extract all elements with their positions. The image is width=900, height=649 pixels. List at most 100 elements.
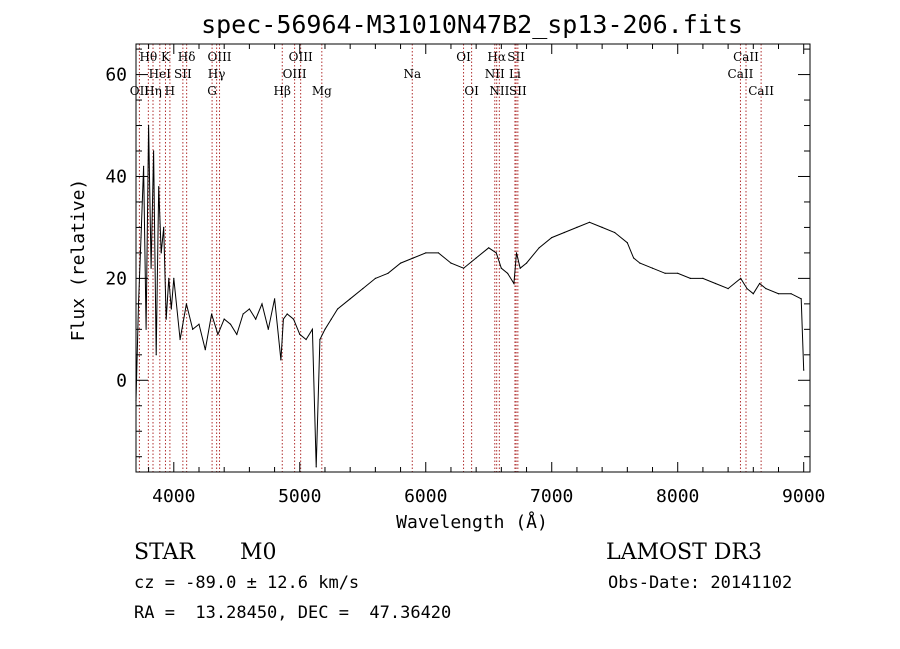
- data-point: [387, 272, 389, 274]
- observation-date: Obs-Date: 20141102: [608, 573, 793, 593]
- data-point: [425, 252, 427, 254]
- data-point: [229, 323, 232, 325]
- data-point: [170, 308, 172, 310]
- data-point: [292, 318, 295, 320]
- redshift-velocity: cz = -89.0 ± 12.6 km/s: [134, 573, 360, 593]
- line-marker-label: H: [165, 84, 175, 98]
- data-point: [475, 257, 477, 259]
- line-marker-label: G: [207, 84, 217, 98]
- line-marker-label: K: [161, 50, 171, 64]
- survey-name: LAMOST DR3: [606, 540, 762, 565]
- line-marker-label: Mg: [312, 84, 332, 98]
- data-point: [223, 318, 225, 320]
- data-point: [714, 282, 717, 285]
- data-point: [236, 333, 238, 335]
- line-marker-label: Na: [403, 67, 421, 81]
- data-point: [248, 308, 250, 310]
- data-point: [158, 186, 160, 188]
- data-point: [155, 354, 157, 356]
- series-line-spectrum: [135, 125, 805, 467]
- line-marker-label: NII: [489, 84, 509, 98]
- data-point: [311, 328, 313, 330]
- data-point: [179, 338, 181, 341]
- data-point: [664, 272, 666, 274]
- data-point: [163, 226, 165, 228]
- data-point: [601, 226, 603, 228]
- data-point: [349, 298, 351, 300]
- y-axis-label: Flux (relative): [68, 179, 89, 342]
- data-point: [280, 359, 282, 361]
- data-point: [588, 221, 591, 223]
- data-point: [513, 282, 515, 285]
- line-marker-label: CaII: [748, 84, 774, 98]
- data-point: [211, 313, 213, 315]
- line-marker-label: SII: [507, 50, 525, 64]
- line-marker-label: Hη: [144, 84, 162, 98]
- x-tick-label: 5000: [278, 486, 321, 507]
- data-point: [626, 242, 628, 244]
- line-markers: Hθ OII HeI K Hη H SII Hδ OIII Hγ G OIII OIII Hβ Mg Na OI…: [130, 44, 774, 472]
- data-point: [143, 165, 145, 167]
- line-marker-label: Hβ: [274, 84, 291, 98]
- data-point: [160, 252, 162, 254]
- data-point: [437, 252, 439, 254]
- line-marker-label: OIII: [283, 67, 307, 81]
- line-marker-label: SII: [174, 67, 192, 81]
- data-point: [740, 277, 742, 279]
- data-point: [362, 288, 364, 290]
- data-point: [330, 318, 332, 320]
- data-point: [800, 298, 802, 300]
- data-point: [165, 318, 167, 320]
- data-point: [299, 333, 301, 335]
- y-tick-label: 40: [105, 166, 127, 187]
- data-point: [282, 318, 284, 320]
- data-point: [576, 226, 578, 228]
- object-subclass: M0: [240, 540, 277, 565]
- data-point: [400, 262, 402, 264]
- y-tick-label: 0: [116, 370, 127, 391]
- data-point: [525, 262, 528, 264]
- data-point: [759, 282, 761, 285]
- data-point: [450, 262, 452, 264]
- line-marker-label: Li: [509, 67, 521, 81]
- data-point: [374, 277, 376, 279]
- data-point: [500, 267, 502, 269]
- data-point: [651, 267, 654, 269]
- data-point: [702, 277, 704, 279]
- data-point: [185, 303, 187, 305]
- data-point: [217, 333, 219, 335]
- data-point: [495, 252, 497, 254]
- data-point: [765, 288, 767, 290]
- data-point: [324, 328, 326, 330]
- data-point: [153, 150, 155, 152]
- line-marker-label: CaII: [728, 67, 754, 81]
- data-point: [727, 288, 729, 290]
- data-point: [204, 349, 206, 351]
- plot-frame: [135, 43, 811, 473]
- line-marker-label: HeI: [149, 67, 172, 81]
- data-point: [633, 257, 635, 259]
- line-marker-label: OIII: [289, 50, 313, 64]
- line-marker-label: OI: [456, 50, 471, 64]
- line-marker-label: Hδ: [178, 50, 196, 64]
- data-point: [538, 247, 540, 249]
- line-marker-label: SII: [509, 84, 527, 98]
- x-tick-label: 7000: [530, 486, 573, 507]
- data-point: [315, 466, 317, 468]
- data-point: [168, 277, 170, 279]
- data-point: [261, 303, 263, 305]
- coordinates: RA = 13.28450, DEC = 47.36420: [134, 603, 452, 623]
- data-point: [689, 277, 691, 279]
- data-point: [777, 293, 780, 295]
- x-tick-label: 4000: [152, 486, 195, 507]
- object-class: STAR: [134, 540, 195, 565]
- data-point: [677, 272, 679, 274]
- line-marker-label: NII: [485, 67, 505, 81]
- data-point: [551, 237, 553, 239]
- data-point: [614, 231, 616, 234]
- data-point: [790, 293, 792, 295]
- x-tick-label: 9000: [782, 486, 825, 507]
- data-point: [198, 323, 200, 325]
- data-point: [173, 277, 175, 279]
- data-point: [140, 237, 142, 239]
